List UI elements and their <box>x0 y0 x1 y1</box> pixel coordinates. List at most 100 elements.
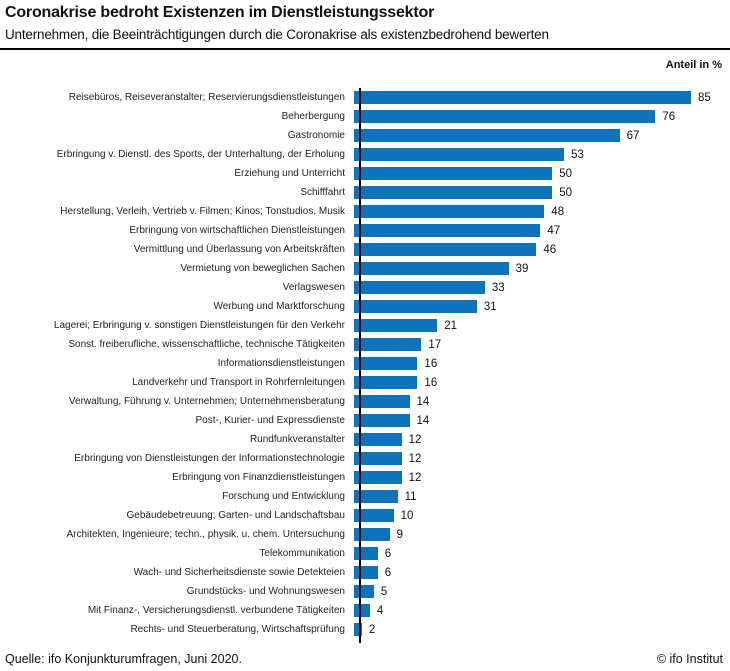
bar <box>354 338 422 351</box>
bar-row: Reisebüros, Reiseveranstalter; Reservier… <box>5 88 725 107</box>
category-label: Vermietung von beweglichen Sachen <box>180 263 345 274</box>
value-label: 10 <box>400 509 414 522</box>
category-label: Schifffahrt <box>300 187 345 198</box>
category-label: Mit Finanz-, Versicherungsdienstl. verbu… <box>87 605 345 616</box>
value-label: 76 <box>662 110 676 123</box>
value-label: 31 <box>483 300 497 313</box>
bar <box>354 129 620 142</box>
y-axis-line <box>359 88 361 643</box>
bar <box>354 490 398 503</box>
bar <box>354 281 485 294</box>
bar-chart: Reisebüros, Reiseveranstalter; Reservier… <box>5 88 725 643</box>
bar-cell: 67 <box>352 126 725 145</box>
category-label: Verlagswesen <box>282 282 345 293</box>
bar-cell: 10 <box>352 506 725 525</box>
category-label: Erbringung v. Dienstl. des Sports, der U… <box>56 149 345 160</box>
bar <box>354 528 390 541</box>
category-label: Wach- und Sicherheitsdienste sowie Detek… <box>133 567 345 578</box>
bar-row: Erziehung und Unterricht 50 <box>5 164 725 183</box>
bar <box>354 262 509 275</box>
bar-cell: 12 <box>352 430 725 449</box>
bar-row: Rundfunkveranstalter 12 <box>5 430 725 449</box>
category-label: Architekten, Ingenieure; techn., physik.… <box>66 529 346 540</box>
copyright-note: © ifo Institut <box>656 652 723 666</box>
bar-row: Post-, Kurier- und Expressdienste 14 <box>5 411 725 430</box>
category-label: Forschung und Entwicklung <box>222 491 345 502</box>
source-note: Quelle: ifo Konjunkturumfragen, Juni 202… <box>5 652 242 666</box>
category-label: Landverkehr und Transport in Rohrfernlei… <box>132 377 345 388</box>
bar-row: Grundstücks- und Wohnungswesen 5 <box>5 582 725 601</box>
bar-cell: 14 <box>352 392 725 411</box>
value-label: 46 <box>543 243 557 256</box>
value-label: 16 <box>424 376 438 389</box>
bar-cell: 85 <box>352 88 725 107</box>
bar <box>354 300 477 313</box>
bar-row: Erbringung von wirtschaftlichen Dienstle… <box>5 221 725 240</box>
category-label: Gebäudebetreuung; Garten- und Landschaft… <box>126 510 346 521</box>
category-label: Grundstücks- und Wohnungswesen <box>186 586 345 597</box>
bar <box>354 205 545 218</box>
value-label: 67 <box>626 129 640 142</box>
bar-cell: 4 <box>352 601 725 620</box>
bar <box>354 566 378 579</box>
value-label: 39 <box>515 262 529 275</box>
bar <box>354 509 394 522</box>
bar <box>354 376 418 389</box>
unit-label: Anteil in % <box>665 59 722 71</box>
value-label: 85 <box>698 91 711 104</box>
bar-row: Telekommunikation 6 <box>5 544 725 563</box>
bar-cell: 5 <box>352 582 725 601</box>
bar <box>354 452 402 465</box>
bar <box>354 547 378 560</box>
bar-row: Schifffahrt 50 <box>5 183 725 202</box>
value-label: 14 <box>416 414 430 427</box>
category-label: Lagerei; Erbringung v. sonstigen Dienstl… <box>53 320 345 331</box>
value-label: 50 <box>559 186 573 199</box>
bar-cell: 33 <box>352 278 725 297</box>
bar-row: Forschung und Entwicklung 11 <box>5 487 725 506</box>
value-label: 50 <box>559 167 573 180</box>
bar <box>354 585 374 598</box>
category-label: Werbung und Marktforschung <box>213 301 345 312</box>
bar-row: Erbringung von Finanzdienstleistungen 12 <box>5 468 725 487</box>
bar-row: Lagerei; Erbringung v. sonstigen Dienstl… <box>5 316 725 335</box>
category-label: Verwaltung, Führung v. Unternehmen; Unte… <box>68 396 345 407</box>
value-label: 11 <box>404 490 417 503</box>
value-label: 5 <box>380 585 388 598</box>
bar-row: Vermietung von beweglichen Sachen 39 <box>5 259 725 278</box>
bar-cell: 16 <box>352 354 725 373</box>
category-label: Informationsdienstleistungen <box>217 358 345 369</box>
bar-cell: 53 <box>352 145 725 164</box>
bar-row: Landverkehr und Transport in Rohrfernlei… <box>5 373 725 392</box>
bar-row: Sonst. freiberufliche, wissenschaftliche… <box>5 335 725 354</box>
bar <box>354 243 537 256</box>
bar <box>354 357 418 370</box>
bar-row: Vermittlung und Überlassung von Arbeitsk… <box>5 240 725 259</box>
category-label: Erziehung und Unterricht <box>234 168 345 179</box>
chart-subtitle: Unternehmen, die Beeinträchtigungen durc… <box>5 27 549 42</box>
bar-row: Werbung und Marktforschung 31 <box>5 297 725 316</box>
bar <box>354 604 370 617</box>
bar-row: Erbringung v. Dienstl. des Sports, der U… <box>5 145 725 164</box>
bar <box>354 623 362 636</box>
bar-cell: 2 <box>352 620 725 639</box>
bar <box>354 319 438 332</box>
bar-cell: 16 <box>352 373 725 392</box>
category-label: Rundfunkveranstalter <box>249 434 345 445</box>
value-label: 16 <box>424 357 438 370</box>
category-label: Beherbergung <box>281 111 345 122</box>
bar-cell: 12 <box>352 468 725 487</box>
bar <box>354 110 656 123</box>
bar-cell: 47 <box>352 221 725 240</box>
bar <box>354 167 553 180</box>
bar-row: Gebäudebetreuung; Garten- und Landschaft… <box>5 506 725 525</box>
value-label: 6 <box>384 566 392 579</box>
category-label: Post-, Kurier- und Expressdienste <box>195 415 345 426</box>
bar-row: Architekten, Ingenieure; techn., physik.… <box>5 525 725 544</box>
value-label: 12 <box>408 452 422 465</box>
bar-row: Wach- und Sicherheitsdienste sowie Detek… <box>5 563 725 582</box>
bar-row: Mit Finanz-, Versicherungsdienstl. verbu… <box>5 601 725 620</box>
bar-row: Herstellung, Verleih, Vertrieb v. Filmen… <box>5 202 725 221</box>
bar <box>354 148 565 161</box>
